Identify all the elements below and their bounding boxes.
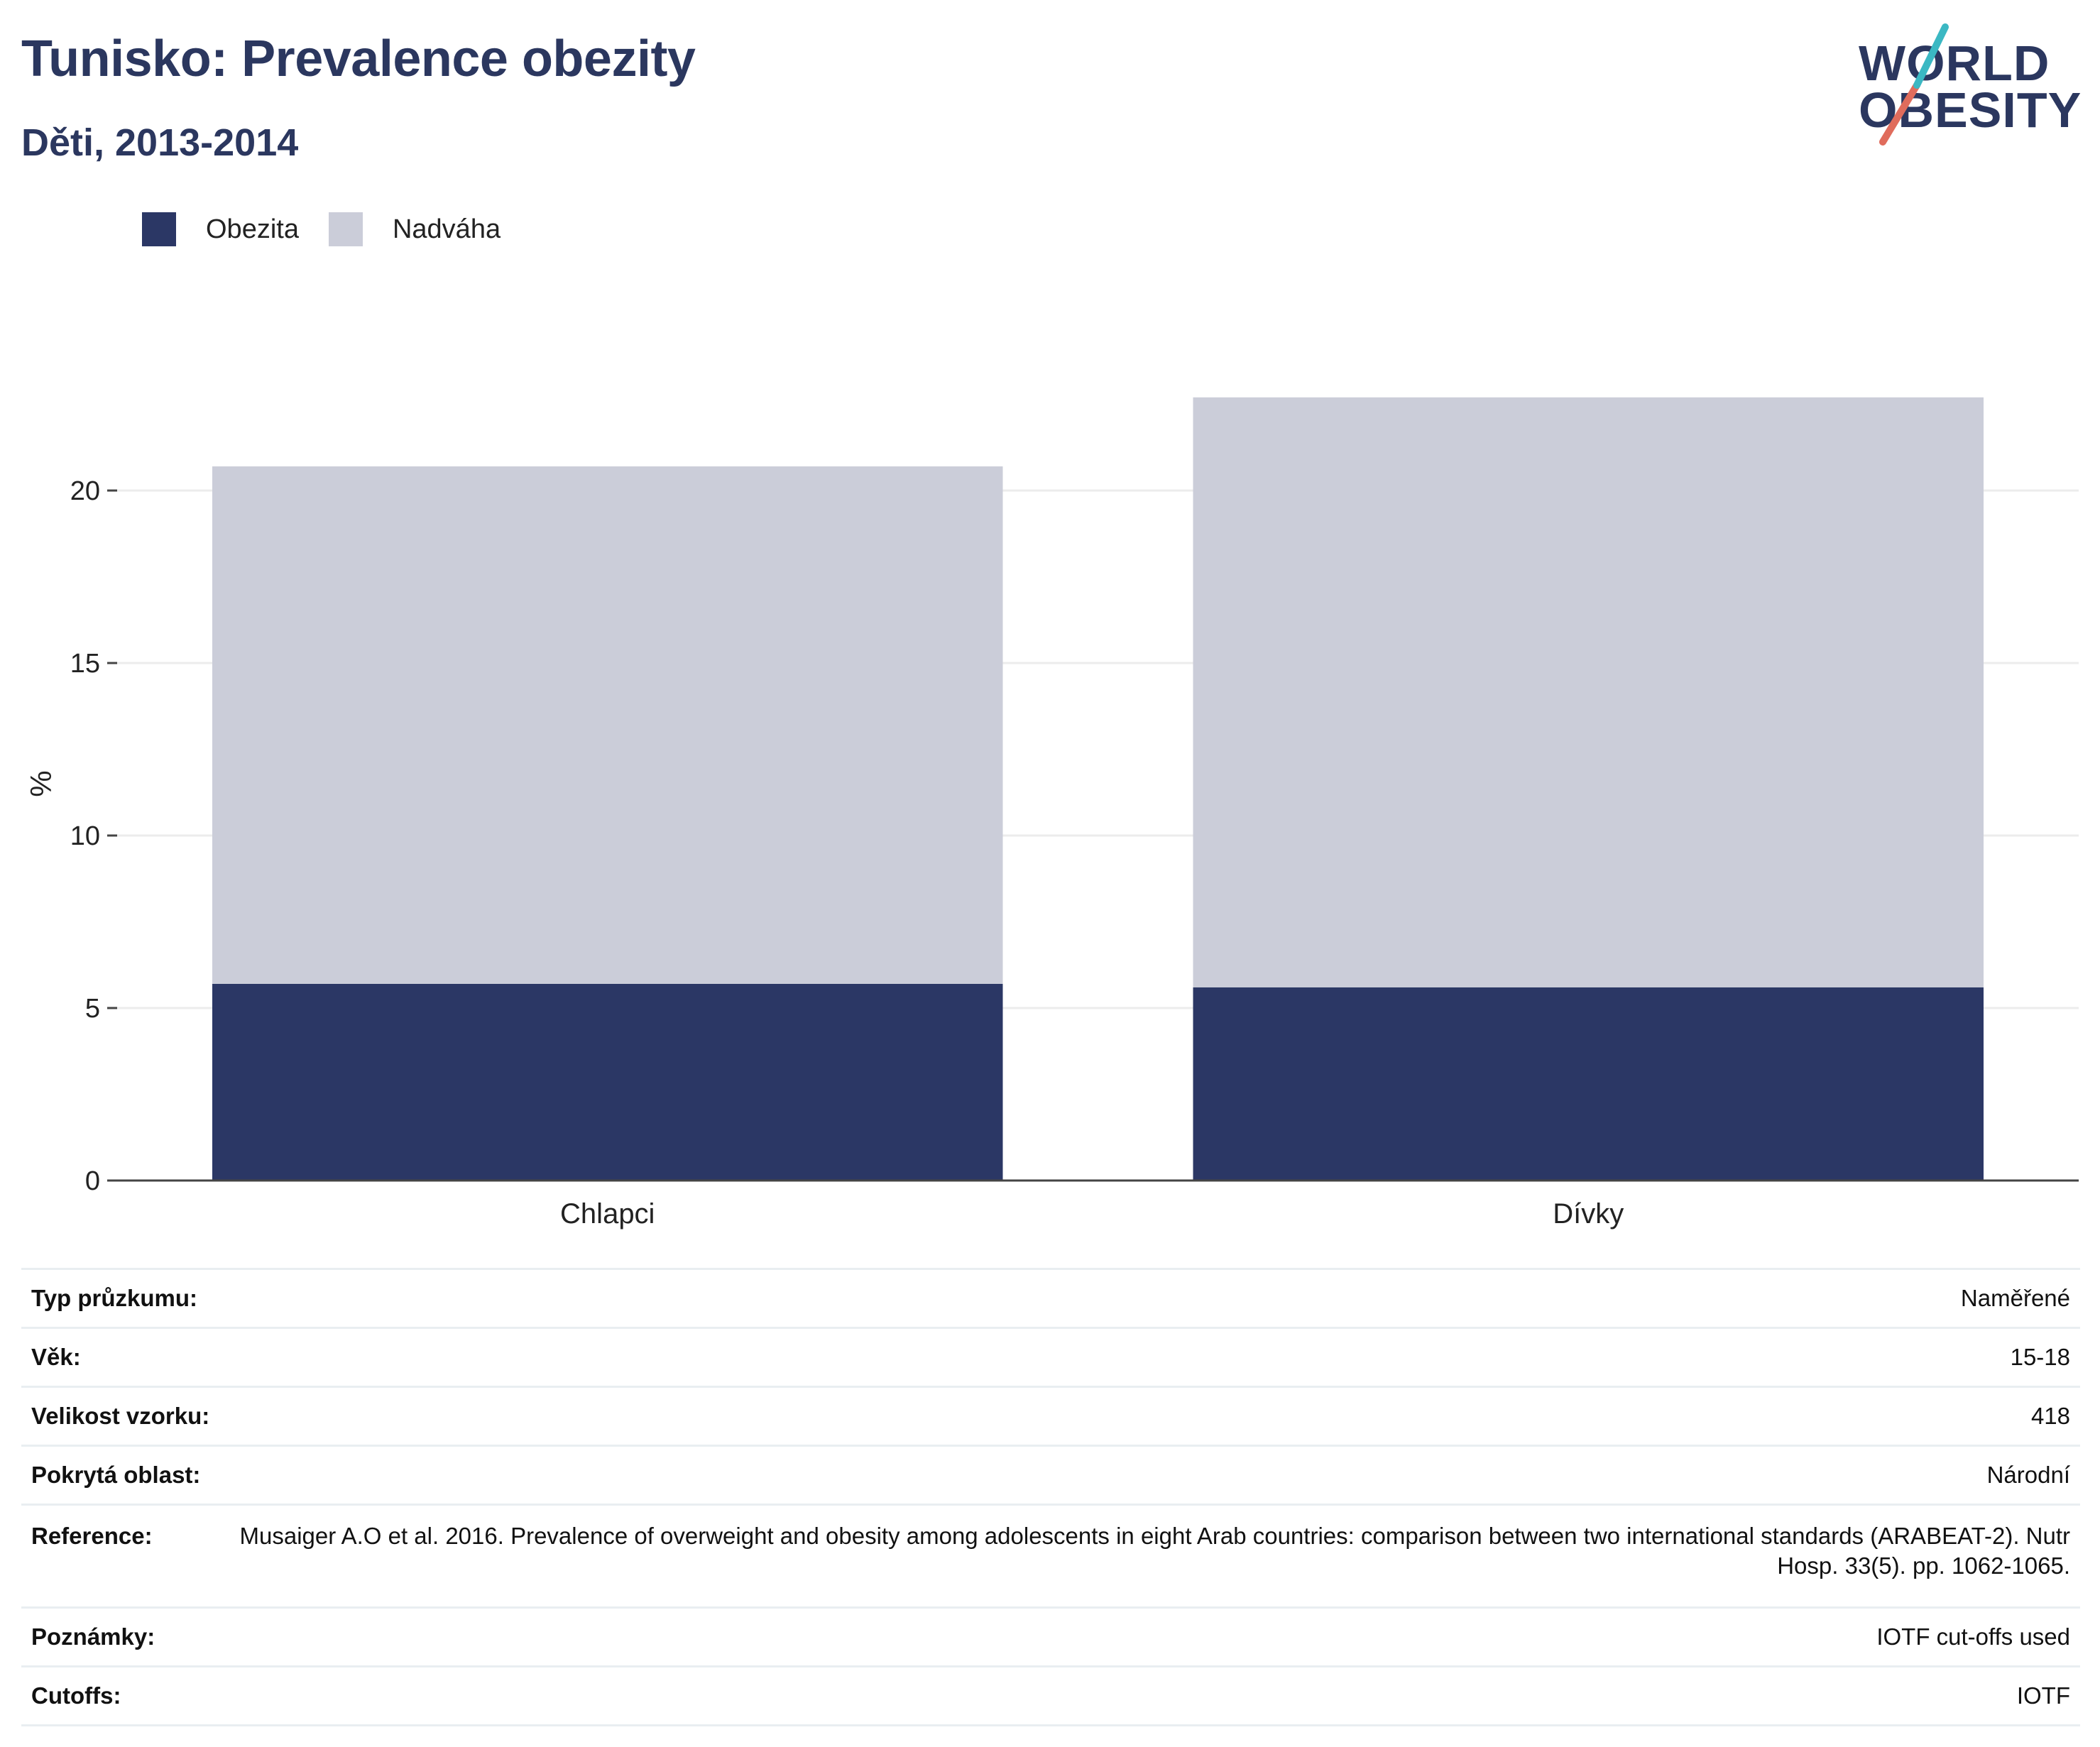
metadata-key: Typ průzkumu: [31,1285,198,1311]
metadata-row: Reference: Musaiger A.O et al. 2016. Prev… [21,1504,2080,1608]
legend-label-obezita: Obezita [206,214,299,244]
logo-text-world: WORLD [1859,35,2050,91]
metadata-value: Musaiger A.O et al. 2016. Prevalence of … [239,1523,2070,1579]
y-tick-label: 5 [85,994,100,1024]
chart-title: Tunisko: Prevalence obezity [21,31,696,87]
y-tick-label: 20 [70,476,100,506]
metadata-row: Věk: 15-18 [21,1327,2080,1387]
metadata-row: Typ průzkumu: Naměřené [21,1269,2080,1328]
y-tick-label: 15 [70,649,100,679]
chart-legend: Obezita Nadváha [142,212,530,247]
metadata-key: Věk: [31,1344,81,1370]
legend-swatch-nadvaha [328,212,363,246]
x-tick-label: Chlapci [560,1198,655,1230]
bar-nadváha-1 [212,466,1003,984]
metadata-key: Reference: [31,1523,153,1549]
metadata-key: Cutoffs: [31,1682,121,1709]
stacked-bar-chart: 0 5 10 15 20% Chlapci Dívky [24,397,2079,1230]
chart-subtitle: Děti, 2013-2014 [21,121,299,164]
world-obesity-logo: WORLD OBESITY [1846,21,2087,149]
survey-metadata-table: Typ průzkumu: Naměřené Věk: 15-18 Velikost v… [21,1268,2080,1726]
legend-item-nadvaha: Nadváha [328,212,501,246]
metadata-key: Poznámky: [31,1623,155,1650]
y-tick-label: 10 [70,821,100,851]
metadata-value: IOTF cut-offs used [1876,1623,2070,1650]
metadata-value: Národní [1986,1462,2070,1488]
metadata-value: IOTF [2016,1682,2070,1709]
x-tick-label: Dívky [1553,1198,1624,1230]
legend-swatch-obezita [142,212,176,246]
metadata-row: Pokrytá oblast: Národní [21,1445,2080,1505]
logo-slash-icon [1879,23,1949,146]
metadata-value: 418 [2030,1403,2070,1429]
metadata-value: Naměřené [1960,1285,2070,1311]
metadata-key: Pokrytá oblast: [31,1462,201,1488]
bar-obezita-2 [1193,987,1984,1181]
y-axis-label: % [24,770,58,796]
metadata-key: Velikost vzorku: [31,1403,210,1429]
legend-label-nadvaha: Nadváha [392,214,501,244]
metadata-row: Velikost vzorku: 418 [21,1386,2080,1446]
metadata-row: Poznámky: IOTF cut-offs used [21,1607,2080,1667]
bar-obezita-1 [212,983,1003,1181]
metadata-row: Cutoffs: IOTF [21,1666,2080,1726]
legend-item-obezita: Obezita [142,212,299,246]
metadata-value: 15-18 [2010,1344,2070,1370]
y-tick-label: 0 [85,1166,100,1196]
bar-nadváha-2 [1193,397,1984,987]
